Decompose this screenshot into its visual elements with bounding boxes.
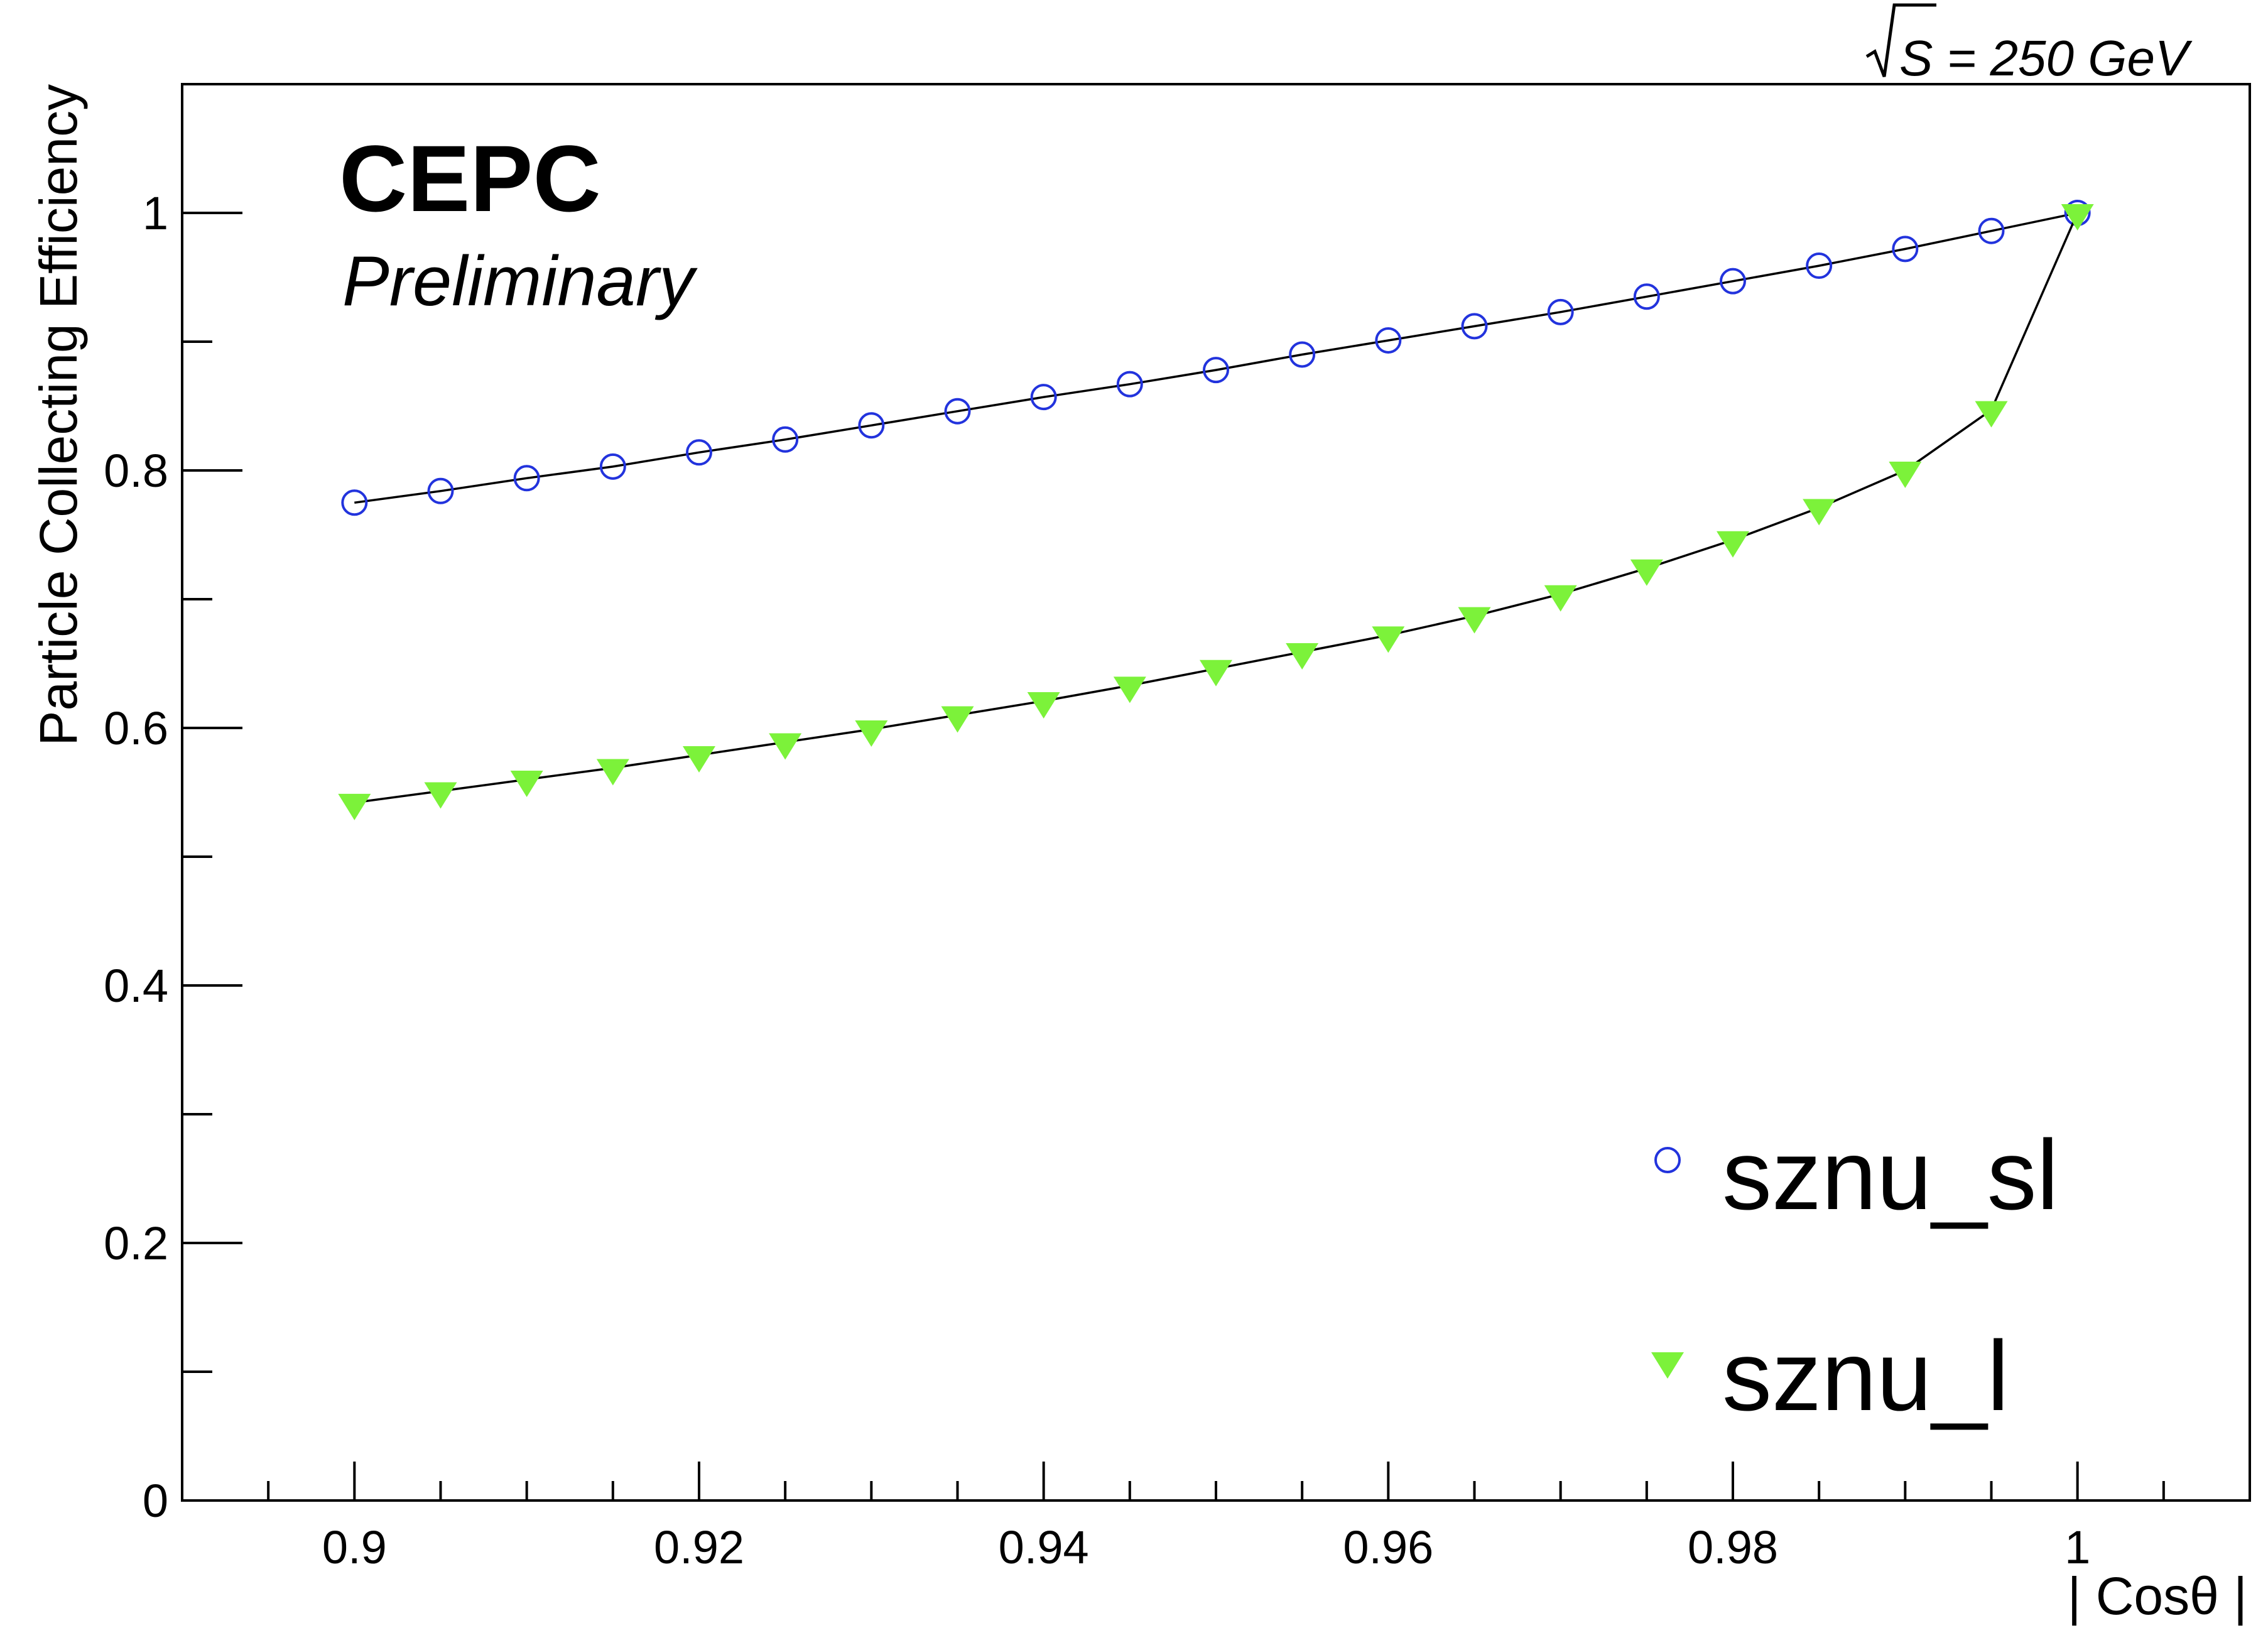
x-tick-label: 1 (2065, 1521, 2090, 1573)
data-point-sznu-sl (1375, 327, 1402, 354)
x-tick-label: 0.94 (999, 1521, 1089, 1573)
y-tick-label: 0.4 (104, 960, 168, 1012)
data-point-sznu-l (338, 793, 371, 820)
data-point-sznu-sl (1030, 384, 1057, 411)
legend-marker-sznu-sl (1654, 1147, 1681, 1173)
data-point-sznu-l (1544, 585, 1577, 612)
data-point-sznu-sl (858, 412, 885, 439)
y-tick-label: 0.8 (104, 445, 168, 497)
subtitle-label: Preliminary (342, 242, 698, 320)
y-tick-label: 1 (143, 187, 168, 239)
legend-label-sznu-sl: sznu_sl (1722, 1120, 2059, 1230)
data-point-sznu-l (1630, 559, 1663, 586)
energy-text: S = 250 GeV (1899, 30, 2193, 86)
data-point-sznu-l (683, 746, 715, 773)
data-point-sznu-l (1458, 607, 1491, 634)
x-axis-ticks: 0.9 0.92 0.94 0.96 0.98 1 (181, 1462, 2251, 1573)
data-point-sznu-l (1717, 531, 1749, 558)
data-point-sznu-l (596, 759, 629, 786)
data-point-sznu-sl (1892, 236, 1919, 263)
data-point-sznu-sl (1461, 313, 1488, 340)
x-tick-label: 0.96 (1343, 1521, 1433, 1573)
data-point-sznu-l (2061, 204, 2094, 231)
data-point-sznu-sl (686, 439, 712, 466)
legend-marker-sznu-l (1651, 1352, 1684, 1379)
sqrt-sign (1865, 3, 1936, 77)
series-layer (338, 200, 2094, 820)
data-point-sznu-l (855, 720, 888, 747)
data-point-sznu-l (1803, 499, 1836, 526)
data-point-sznu-sl (1720, 268, 1746, 295)
data-point-sznu-l (1372, 626, 1405, 653)
data-point-sznu-sl (1116, 371, 1143, 398)
legend-label-sznu-l: sznu_l (1722, 1321, 2009, 1431)
data-point-sznu-l (1889, 462, 1922, 488)
data-point-sznu-sl (772, 426, 799, 453)
data-point-sznu-sl (599, 453, 626, 480)
data-point-sznu-l (1027, 692, 1060, 719)
x-tick-label: 0.9 (322, 1521, 387, 1573)
data-point-sznu-sl (1633, 283, 1660, 310)
y-tick-label: 0.6 (104, 702, 168, 754)
data-point-sznu-l (1286, 643, 1319, 670)
y-axis-title: Particle Collecting Efficiency (29, 84, 88, 746)
data-point-sznu-l (1200, 659, 1232, 686)
data-point-sznu-l (1975, 401, 2008, 428)
y-tick-label: 0 (143, 1475, 168, 1527)
energy-label: S = 250 GeV (1865, 3, 2193, 86)
data-point-sznu-sl (1806, 252, 1833, 279)
data-point-sznu-l (424, 782, 457, 809)
data-point-sznu-sl (1978, 217, 2005, 244)
brand-label: CEPC (339, 126, 601, 231)
x-tick-label: 0.98 (1688, 1521, 1778, 1573)
data-point-sznu-sl (1547, 298, 1574, 325)
x-tick-label: 0.92 (654, 1521, 744, 1573)
data-point-sznu-sl (341, 489, 368, 516)
x-axis-title: | Cosθ | (2068, 1566, 2247, 1625)
series-line-sznu-sl (354, 212, 2078, 504)
data-point-sznu-l (1113, 676, 1146, 703)
y-axis-ticks: 0 0.2 0.4 0.6 0.8 1 (104, 83, 242, 1527)
y-tick-label: 0.2 (104, 1217, 168, 1269)
data-point-sznu-sl (513, 465, 540, 492)
data-point-sznu-sl (1203, 357, 1229, 384)
data-point-sznu-l (510, 771, 543, 797)
legend: sznu_sl sznu_l (1651, 1120, 2059, 1431)
data-point-sznu-sl (427, 477, 454, 504)
data-point-sznu-l (769, 733, 802, 760)
data-point-sznu-sl (944, 398, 971, 425)
data-point-sznu-sl (1289, 341, 1316, 368)
data-point-sznu-l (941, 706, 974, 733)
